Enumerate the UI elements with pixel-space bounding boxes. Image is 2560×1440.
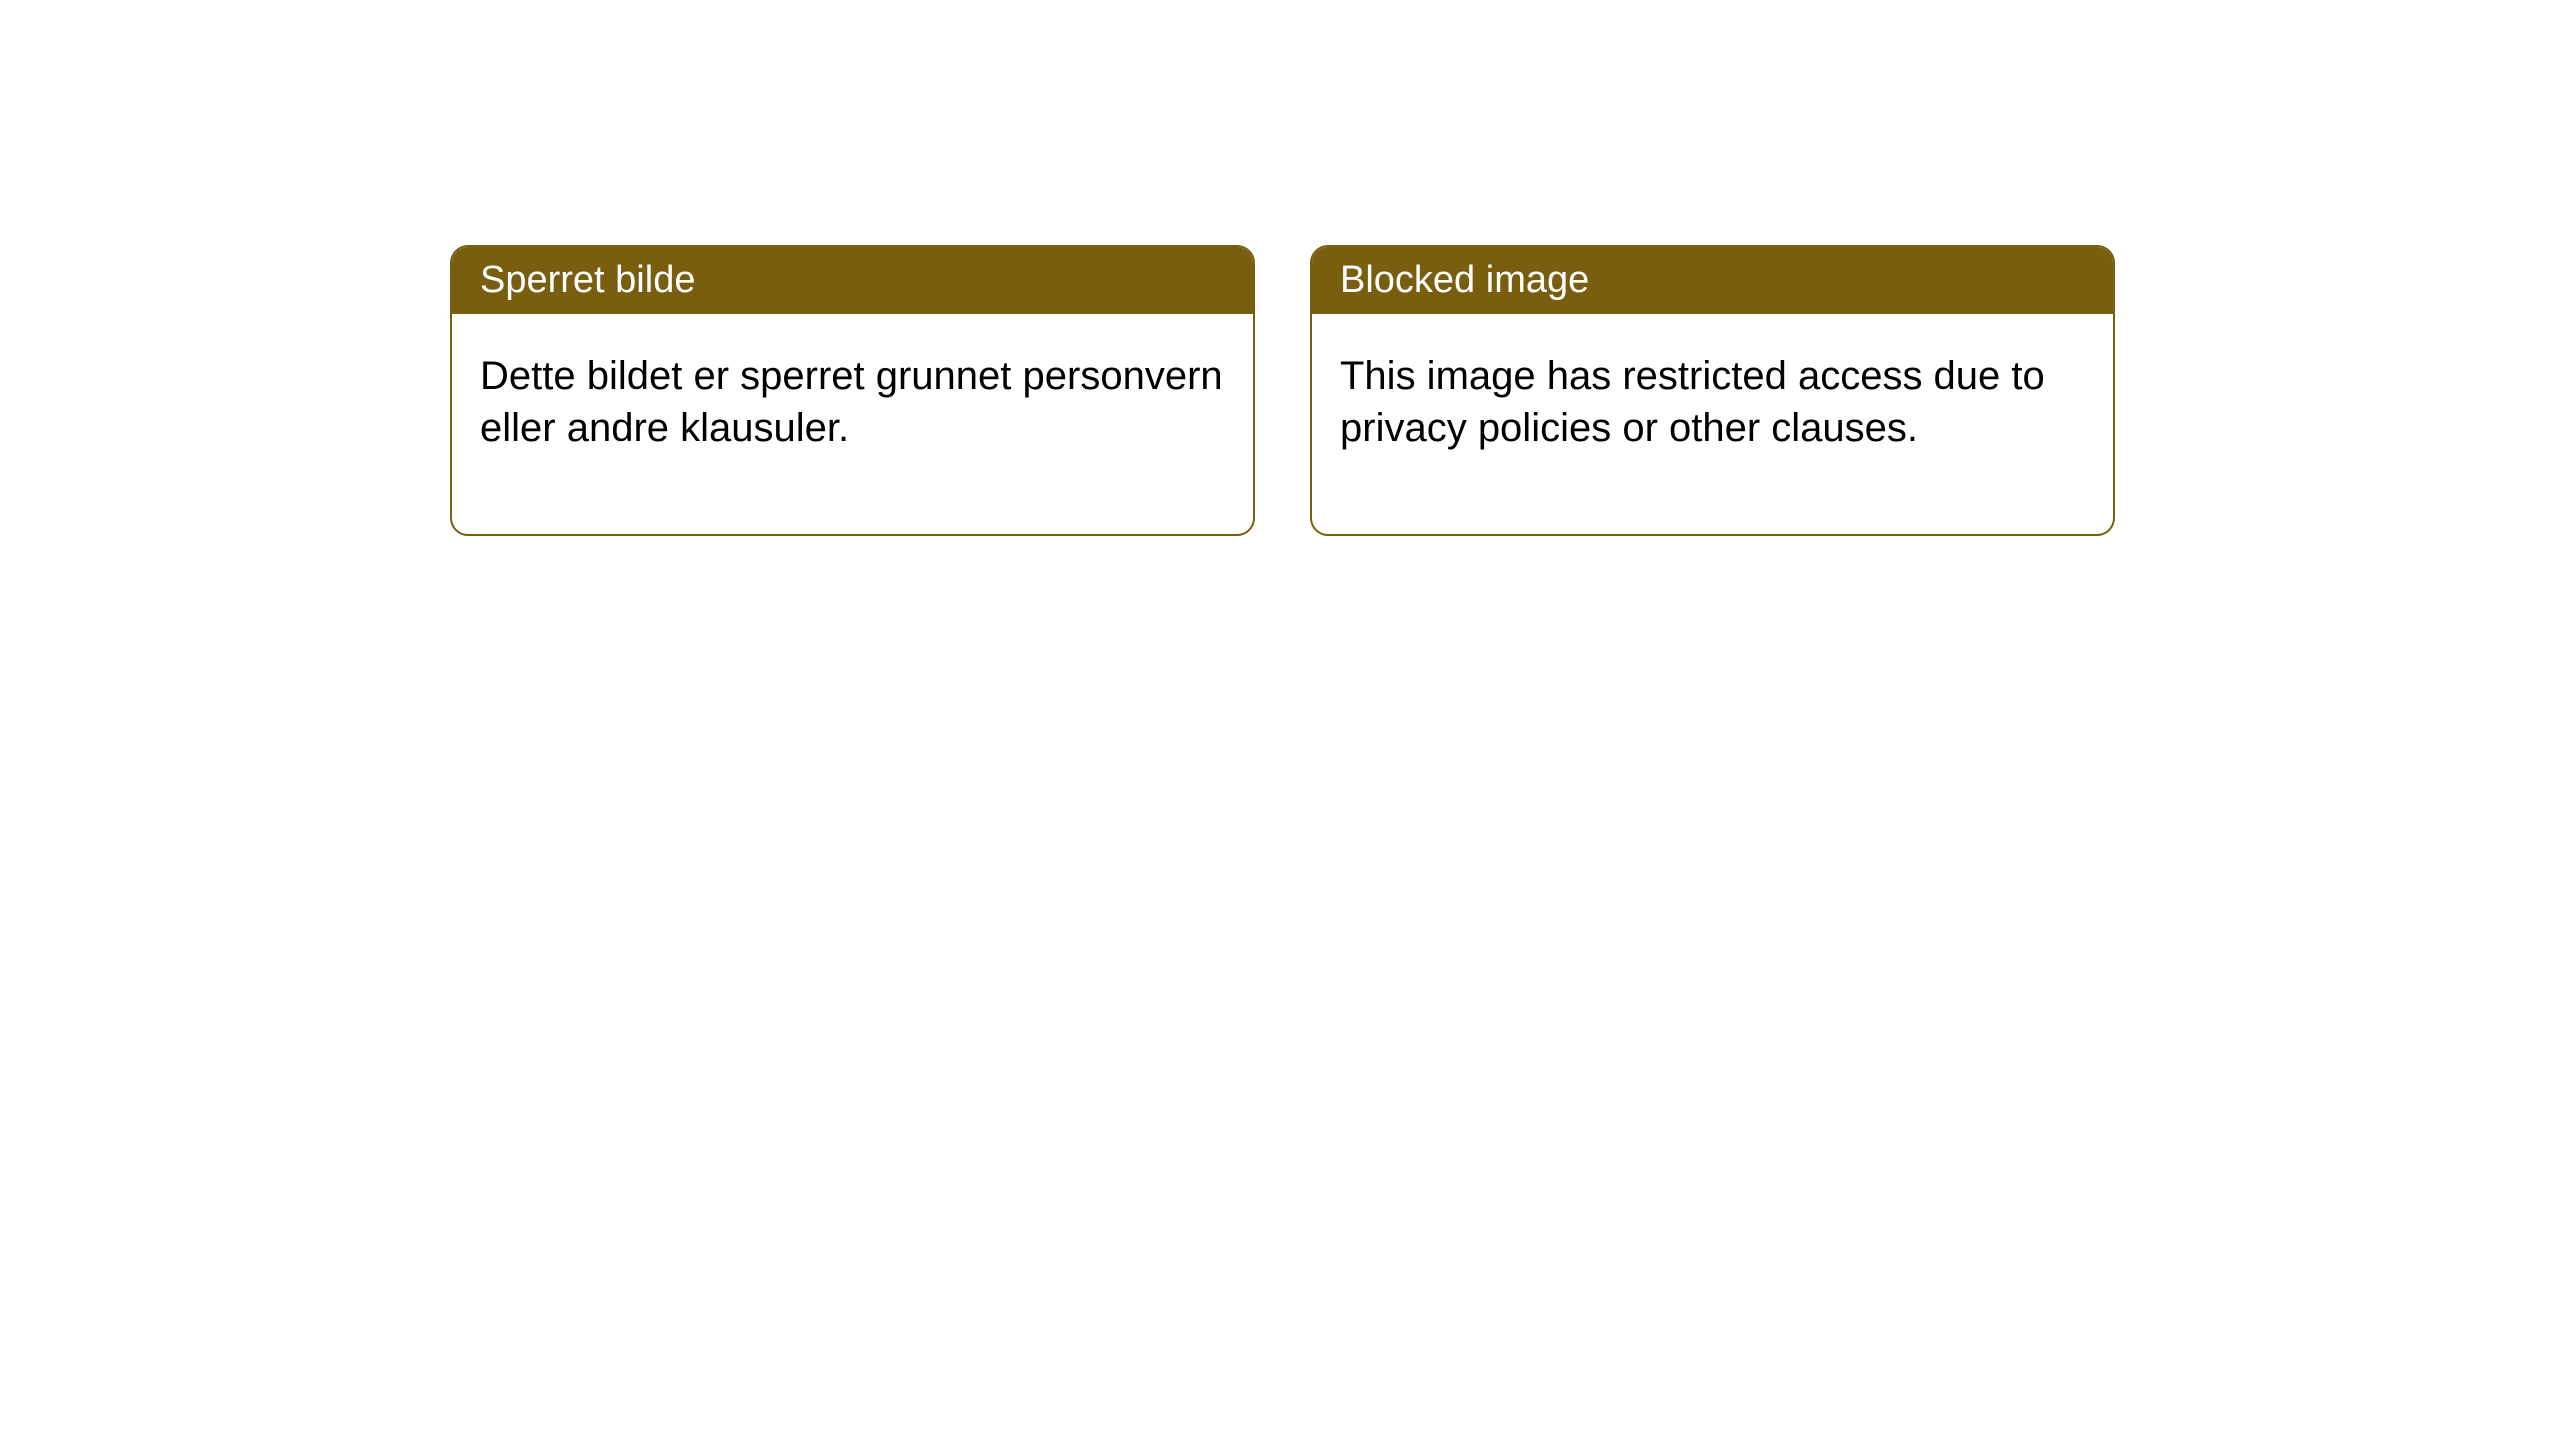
notice-cards-container: Sperret bilde Dette bildet er sperret gr… [450, 245, 2115, 536]
card-body-norwegian: Dette bildet er sperret grunnet personve… [452, 314, 1253, 534]
notice-card-english: Blocked image This image has restricted … [1310, 245, 2115, 536]
card-body-text: Dette bildet er sperret grunnet personve… [480, 354, 1223, 450]
card-title: Blocked image [1340, 259, 1589, 301]
notice-card-norwegian: Sperret bilde Dette bildet er sperret gr… [450, 245, 1255, 536]
card-body-text: This image has restricted access due to … [1340, 354, 2045, 450]
card-title: Sperret bilde [480, 259, 695, 301]
card-header-english: Blocked image [1312, 247, 2113, 314]
card-header-norwegian: Sperret bilde [452, 247, 1253, 314]
card-body-english: This image has restricted access due to … [1312, 314, 2113, 534]
